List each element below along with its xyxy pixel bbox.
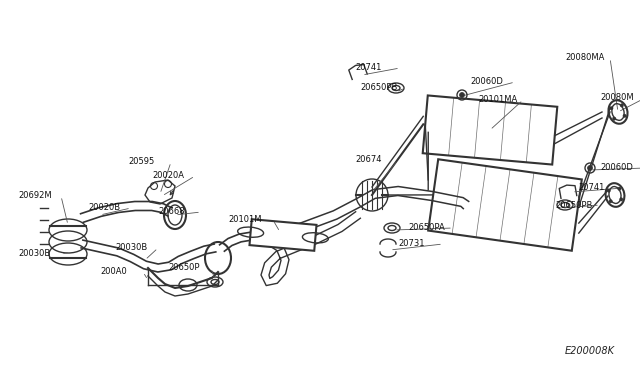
Text: 20674: 20674 (355, 155, 381, 164)
Text: 20595: 20595 (128, 157, 154, 167)
Circle shape (612, 117, 616, 120)
Text: 20030B: 20030B (115, 244, 147, 253)
Text: 20060D: 20060D (470, 77, 503, 87)
Polygon shape (250, 219, 317, 251)
Text: 20650PB: 20650PB (555, 201, 593, 209)
Text: 20731: 20731 (398, 240, 424, 248)
Text: 20741: 20741 (355, 64, 381, 73)
Circle shape (620, 104, 623, 107)
Circle shape (610, 106, 613, 110)
Text: 20020A: 20020A (152, 171, 184, 180)
Text: 20668: 20668 (158, 208, 184, 217)
Circle shape (460, 93, 465, 97)
Text: 20030B: 20030B (18, 250, 51, 259)
Text: E200008K: E200008K (565, 346, 615, 356)
Text: 20692M: 20692M (18, 192, 52, 201)
Text: 200A0: 200A0 (100, 267, 127, 276)
Text: 20020B: 20020B (88, 203, 120, 212)
Text: 20101M: 20101M (228, 215, 262, 224)
Circle shape (618, 187, 621, 190)
Text: 20101MA: 20101MA (478, 96, 517, 105)
Text: 20650P: 20650P (168, 263, 200, 273)
Text: 20080MA: 20080MA (565, 54, 604, 62)
Text: 20650PB: 20650PB (360, 83, 397, 93)
Text: 20741: 20741 (578, 183, 604, 192)
Text: 20080M: 20080M (600, 93, 634, 103)
Circle shape (623, 114, 627, 118)
Text: 20650PA: 20650PA (408, 224, 445, 232)
Circle shape (609, 199, 612, 203)
Circle shape (588, 166, 593, 170)
Circle shape (620, 198, 623, 201)
Circle shape (607, 189, 611, 192)
Text: 20060D: 20060D (600, 164, 633, 173)
